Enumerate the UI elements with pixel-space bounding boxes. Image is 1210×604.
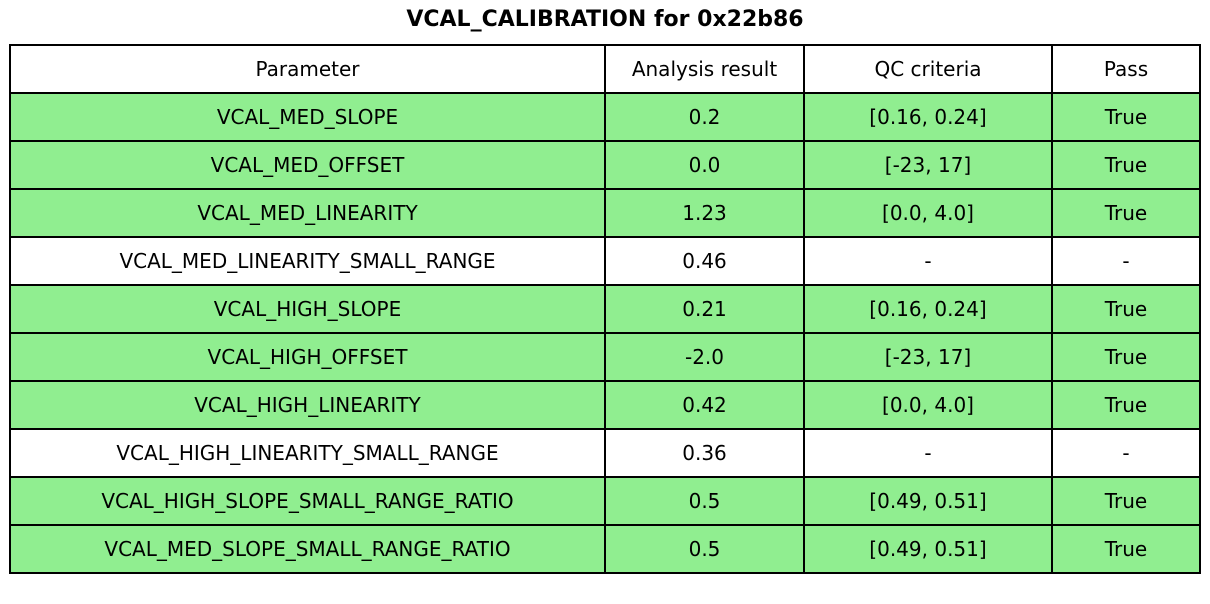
- cell-analysis-result: 1.23: [604, 188, 805, 238]
- cell-qc-criteria: [0.0, 4.0]: [803, 188, 1053, 238]
- cell-analysis-result: 0.5: [604, 524, 805, 574]
- cell-pass: True: [1051, 332, 1201, 382]
- cell-qc-criteria: [0.0, 4.0]: [803, 380, 1053, 430]
- table-row: VCAL_HIGH_SLOPE_SMALL_RANGE_RATIO 0.5 [0…: [9, 476, 1201, 526]
- cell-analysis-result: 0.0: [604, 140, 805, 190]
- cell-parameter: VCAL_HIGH_SLOPE_SMALL_RANGE_RATIO: [9, 476, 606, 526]
- cell-pass: True: [1051, 140, 1201, 190]
- table-row: VCAL_HIGH_OFFSET -2.0 [-23, 17] True: [9, 332, 1201, 382]
- cell-qc-criteria: [0.16, 0.24]: [803, 92, 1053, 142]
- table-header-row: Parameter Analysis result QC criteria Pa…: [9, 44, 1201, 94]
- cell-pass: True: [1051, 524, 1201, 574]
- column-header-parameter: Parameter: [9, 44, 606, 94]
- cell-analysis-result: 0.42: [604, 380, 805, 430]
- cell-pass: -: [1051, 428, 1201, 478]
- cell-analysis-result: 0.46: [604, 236, 805, 286]
- cell-pass: True: [1051, 92, 1201, 142]
- cell-qc-criteria: [-23, 17]: [803, 332, 1053, 382]
- cell-parameter: VCAL_MED_SLOPE: [9, 92, 606, 142]
- cell-analysis-result: 0.36: [604, 428, 805, 478]
- cell-analysis-result: -2.0: [604, 332, 805, 382]
- table-row: VCAL_MED_LINEARITY 1.23 [0.0, 4.0] True: [9, 188, 1201, 238]
- cell-parameter: VCAL_HIGH_LINEARITY_SMALL_RANGE: [9, 428, 606, 478]
- cell-qc-criteria: [-23, 17]: [803, 140, 1053, 190]
- qc-results-table: Parameter Analysis result QC criteria Pa…: [9, 44, 1201, 574]
- table-row: VCAL_HIGH_LINEARITY_SMALL_RANGE 0.36 - -: [9, 428, 1201, 478]
- cell-pass: -: [1051, 236, 1201, 286]
- cell-pass: True: [1051, 284, 1201, 334]
- column-header-pass: Pass: [1051, 44, 1201, 94]
- cell-qc-criteria: [0.49, 0.51]: [803, 524, 1053, 574]
- cell-parameter: VCAL_MED_OFFSET: [9, 140, 606, 190]
- cell-parameter: VCAL_HIGH_OFFSET: [9, 332, 606, 382]
- cell-analysis-result: 0.5: [604, 476, 805, 526]
- cell-parameter: VCAL_MED_SLOPE_SMALL_RANGE_RATIO: [9, 524, 606, 574]
- cell-qc-criteria: -: [803, 428, 1053, 478]
- table-row: VCAL_HIGH_LINEARITY 0.42 [0.0, 4.0] True: [9, 380, 1201, 430]
- table-row: VCAL_MED_SLOPE_SMALL_RANGE_RATIO 0.5 [0.…: [9, 524, 1201, 574]
- cell-parameter: VCAL_HIGH_SLOPE: [9, 284, 606, 334]
- cell-parameter: VCAL_MED_LINEARITY_SMALL_RANGE: [9, 236, 606, 286]
- cell-pass: True: [1051, 476, 1201, 526]
- table-row: VCAL_MED_SLOPE 0.2 [0.16, 0.24] True: [9, 92, 1201, 142]
- cell-parameter: VCAL_MED_LINEARITY: [9, 188, 606, 238]
- cell-pass: True: [1051, 188, 1201, 238]
- cell-pass: True: [1051, 380, 1201, 430]
- cell-qc-criteria: -: [803, 236, 1053, 286]
- cell-analysis-result: 0.21: [604, 284, 805, 334]
- cell-analysis-result: 0.2: [604, 92, 805, 142]
- page-title: VCAL_CALIBRATION for 0x22b86: [406, 7, 804, 32]
- cell-qc-criteria: [0.16, 0.24]: [803, 284, 1053, 334]
- table-row: VCAL_MED_LINEARITY_SMALL_RANGE 0.46 - -: [9, 236, 1201, 286]
- cell-qc-criteria: [0.49, 0.51]: [803, 476, 1053, 526]
- column-header-qc-criteria: QC criteria: [803, 44, 1053, 94]
- cell-parameter: VCAL_HIGH_LINEARITY: [9, 380, 606, 430]
- table-row: VCAL_HIGH_SLOPE 0.21 [0.16, 0.24] True: [9, 284, 1201, 334]
- column-header-analysis-result: Analysis result: [604, 44, 805, 94]
- table-row: VCAL_MED_OFFSET 0.0 [-23, 17] True: [9, 140, 1201, 190]
